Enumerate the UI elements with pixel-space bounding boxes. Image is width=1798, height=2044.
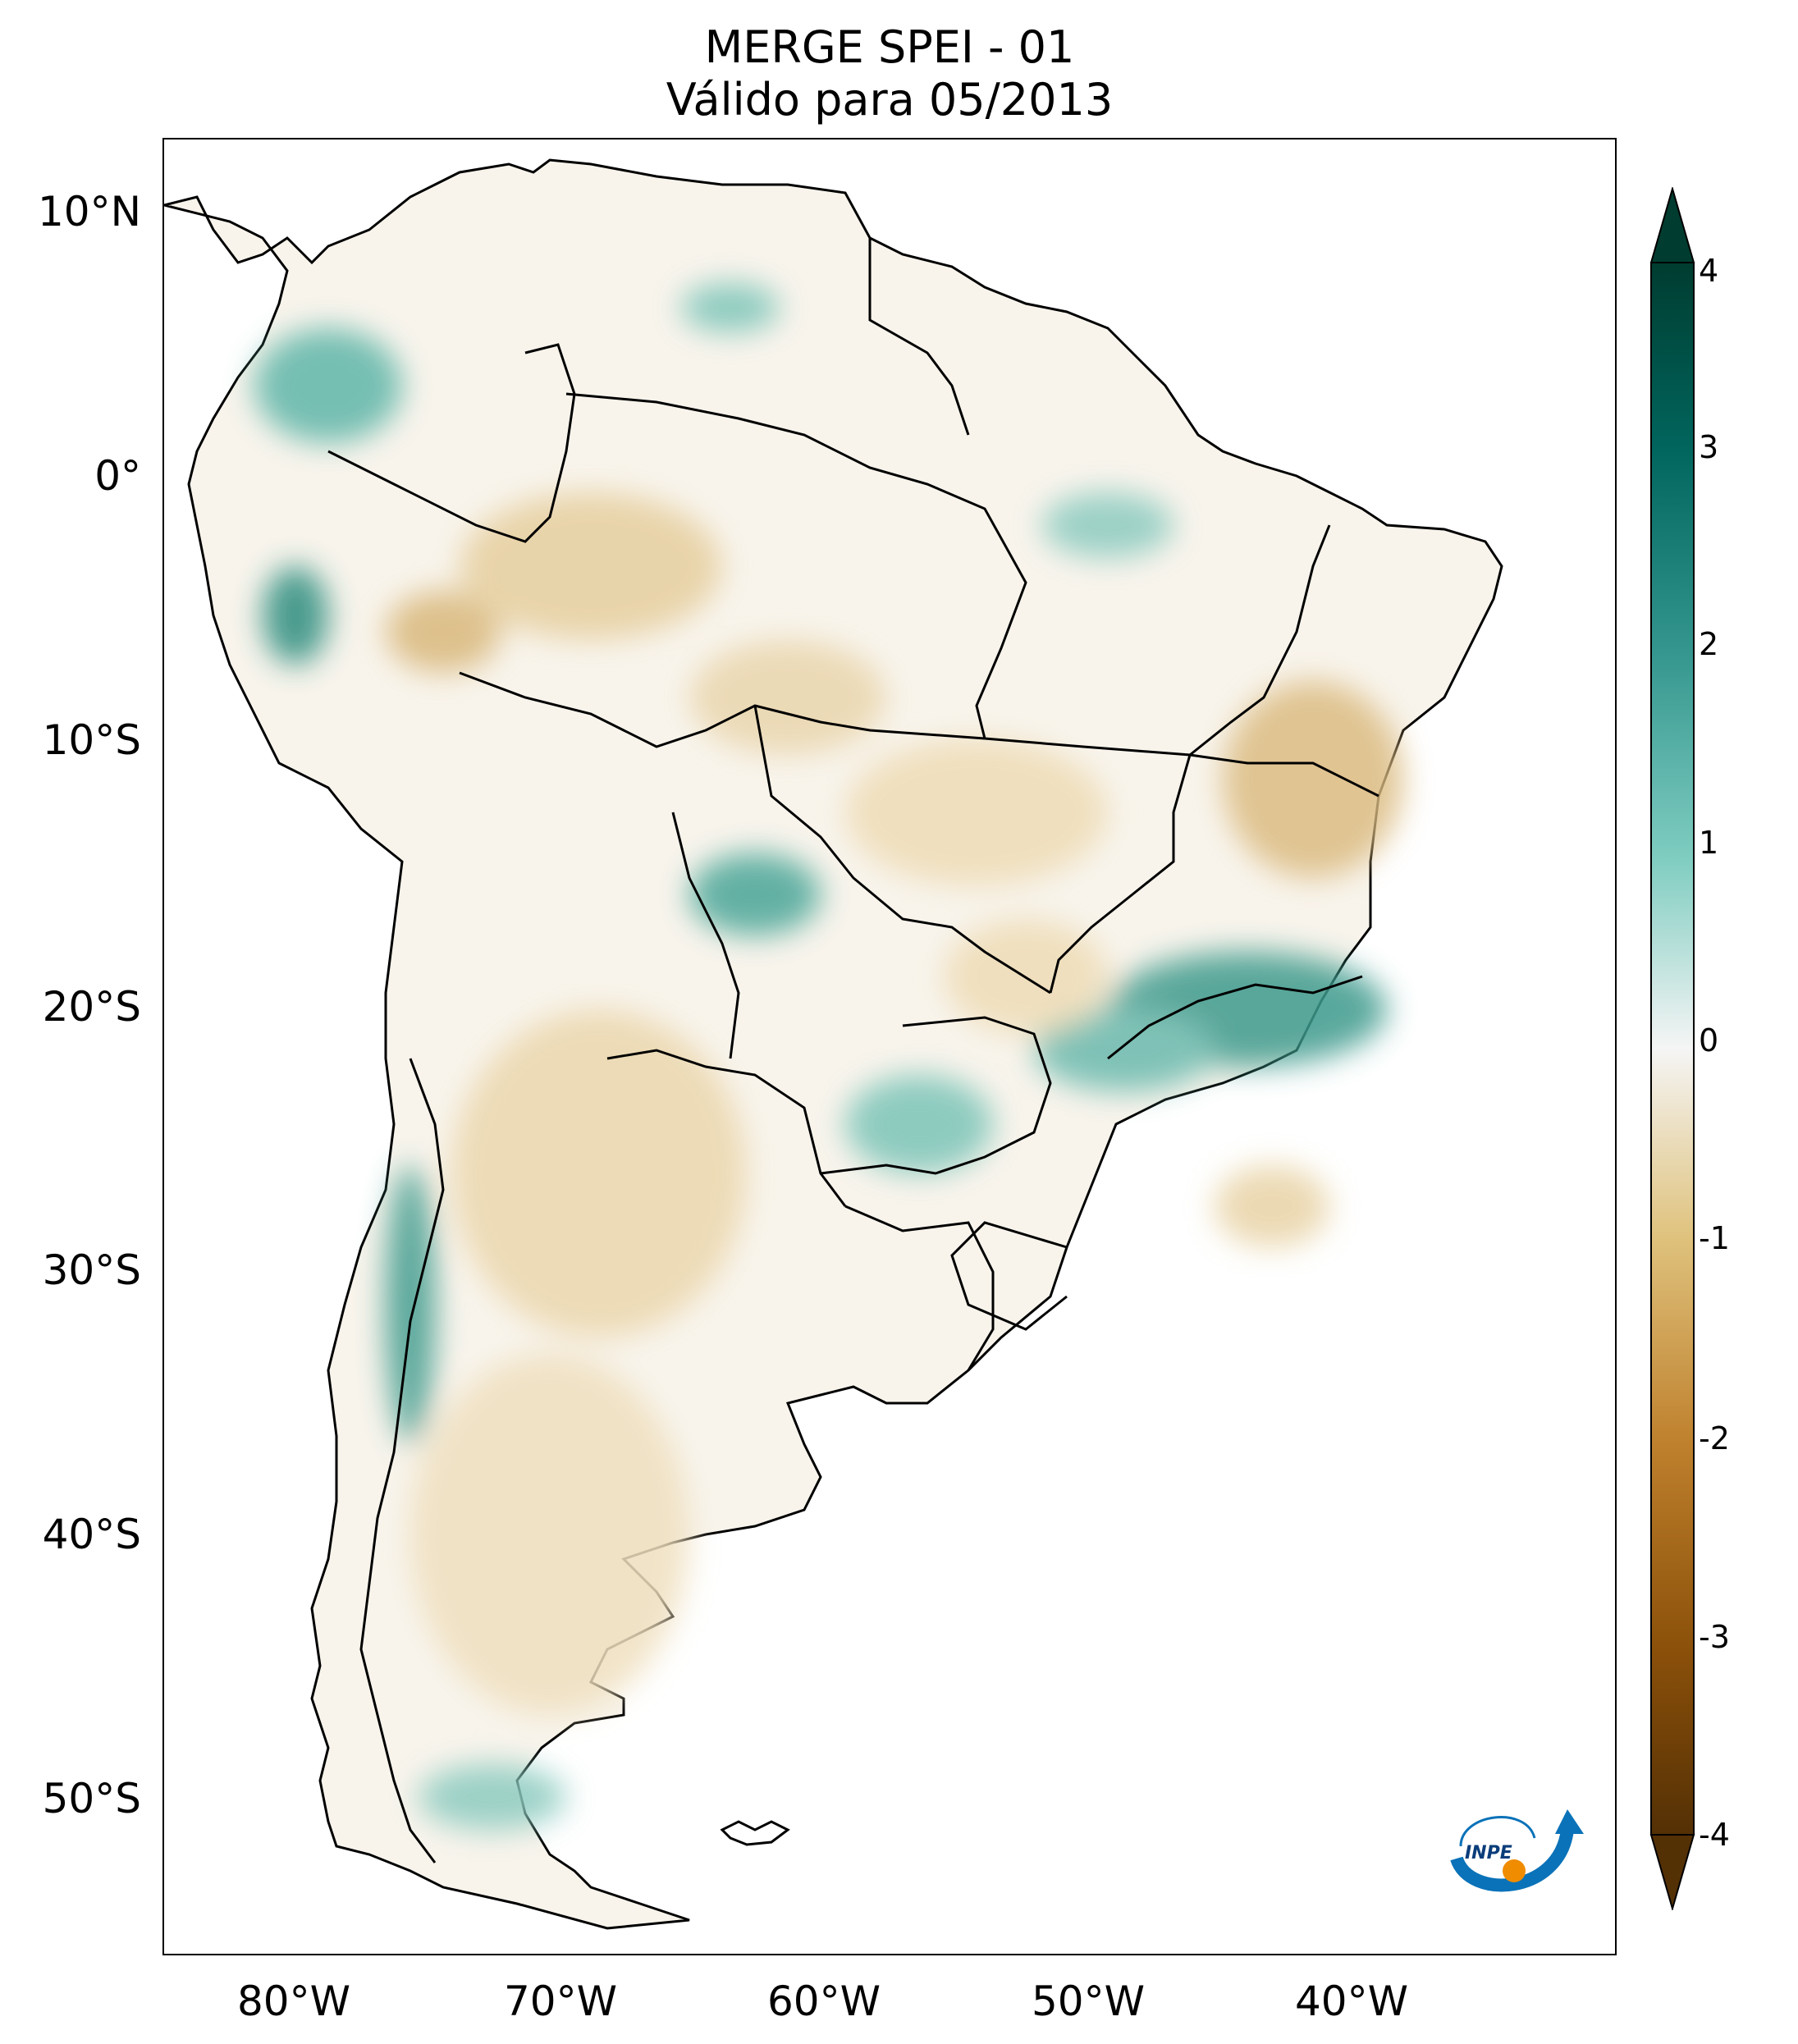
- falkland-islands: [720, 1820, 790, 1846]
- colorbar-gradient: [1650, 262, 1695, 1836]
- lat-label: 20°S: [42, 983, 141, 1031]
- border-line: [1189, 753, 1379, 798]
- inpe-logo-icon: INPE: [1450, 1809, 1584, 1892]
- lon-label: 70°W: [503, 1978, 618, 2025]
- border-line: [820, 1016, 1052, 1175]
- lat-label: 10°S: [42, 716, 141, 764]
- wet-region: [1042, 492, 1174, 558]
- colorbar-tick-label: -4: [1699, 1817, 1730, 1853]
- south-america-map: [164, 158, 1503, 1930]
- colorbar-tick-label: 4: [1699, 253, 1719, 289]
- dry-region: [1215, 1165, 1329, 1247]
- border-line: [984, 737, 1192, 994]
- wet-region: [689, 853, 821, 935]
- lon-label: 80°W: [236, 1978, 351, 2025]
- wet-region: [845, 1075, 993, 1173]
- map-frame: [162, 138, 1617, 1955]
- map-subtitle: Válido para 05/2013: [666, 74, 1114, 126]
- border-line: [868, 238, 970, 436]
- borders: [327, 238, 1379, 1863]
- wet-region: [386, 1165, 435, 1444]
- dry-region: [689, 640, 886, 755]
- wet-region: [263, 566, 328, 665]
- map-title: MERGE SPEI - 01: [704, 21, 1075, 73]
- colorbar-tick-label: 0: [1699, 1022, 1719, 1059]
- wet-region: [681, 283, 780, 332]
- lat-label: 40°S: [42, 1511, 141, 1558]
- dry-region: [460, 492, 722, 640]
- wet-region: [419, 1764, 566, 1830]
- border-line: [327, 343, 576, 543]
- spei-shading: [254, 283, 1403, 1830]
- colorbar-extend-bottom: [1649, 1834, 1695, 1910]
- border-line: [950, 1221, 1068, 1331]
- colorbar-tick-label: -3: [1699, 1619, 1730, 1655]
- wet-region: [254, 328, 402, 443]
- lat-label: 0°: [94, 452, 141, 500]
- border-line: [359, 1058, 445, 1863]
- lat-label: 50°S: [42, 1775, 141, 1822]
- colorbar-tick-label: -2: [1699, 1420, 1730, 1456]
- border-line: [671, 812, 740, 1059]
- lon-label: 60°W: [766, 1978, 881, 2025]
- colorbar-tick-label: 2: [1699, 626, 1719, 662]
- dry-region: [410, 1354, 689, 1715]
- border-line: [565, 392, 1027, 739]
- dry-region: [1223, 681, 1403, 878]
- lat-label: 10°N: [37, 188, 141, 235]
- border-line: [1107, 975, 1363, 1060]
- lat-label: 30°S: [42, 1246, 141, 1294]
- border-line: [753, 705, 1051, 995]
- colorbar-extend-top: [1649, 187, 1695, 263]
- lon-label: 40°W: [1294, 1978, 1409, 2025]
- colorbar-tick-label: -1: [1699, 1220, 1730, 1256]
- lon-label: 50°W: [1031, 1978, 1146, 2025]
- logo-text: INPE: [1465, 1843, 1512, 1863]
- dry-region: [386, 591, 501, 673]
- colorbar-tick-label: 3: [1699, 429, 1719, 465]
- border-line: [1189, 524, 1331, 757]
- colorbar-tick-label: 1: [1699, 825, 1719, 861]
- border-line: [844, 1205, 995, 1371]
- dry-region: [451, 1009, 747, 1338]
- colorbar: [1649, 187, 1695, 1910]
- dry-region: [845, 738, 1108, 886]
- border-line: [459, 671, 986, 748]
- wet-region: [1034, 1009, 1215, 1091]
